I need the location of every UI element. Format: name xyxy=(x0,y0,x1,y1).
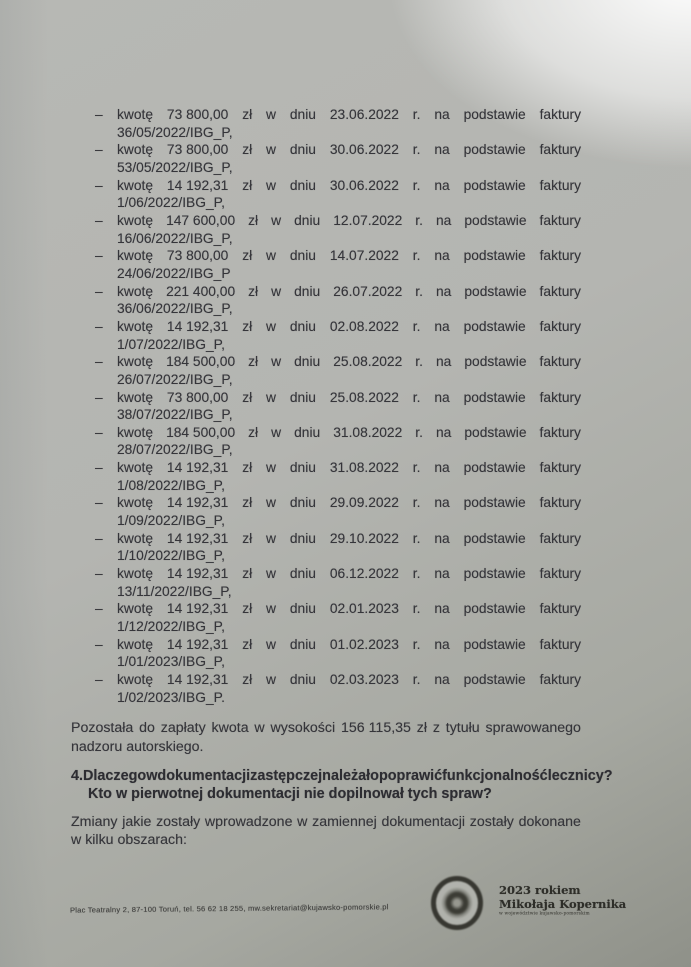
dash-bullet: – xyxy=(95,566,103,582)
payment-line-main: kwotę 14 192,31 zł w dniu 30.06.2022 r. na podst… xyxy=(117,177,581,193)
payment-line-main: kwotę 147 600,00 zł w dniu 12.07.2022 r. na pods… xyxy=(117,212,581,228)
payment-line-main: kwotę 14 192,31 zł w dniu 01.02.2023 r. na podst… xyxy=(117,636,581,652)
remaining-amount-line-2: nadzoru autorskiego. xyxy=(71,738,204,755)
copernicus-logo-text: 2023 rokiem Mikołaja Kopernika w wojewód… xyxy=(499,883,627,918)
dash-bullet: – xyxy=(95,354,103,370)
payment-invoice-number: 26/07/2022/IBG_P, xyxy=(117,371,233,387)
payment-line-main: kwotę 14 192,31 zł w dniu 02.08.2022 r. na podst… xyxy=(117,318,581,334)
changes-paragraph: Zmiany jakie zostały wprowadzone w zamiennej d… xyxy=(71,813,581,849)
payment-invoice-number: 1/10/2022/IBG_P, xyxy=(117,548,225,564)
question-4-line-2: Kto w pierwotnej dokumentacji nie dopiln… xyxy=(88,785,492,802)
dash-bullet: – xyxy=(95,177,103,193)
payment-item: – kwotę 14 192,31 zł w dniu 31.08.2022 r. na pods… xyxy=(95,459,581,494)
payment-item: – kwotę 14 192,31 zł w dniu 30.06.2022 r. na pods… xyxy=(95,177,581,212)
payment-item: – kwotę 14 192,31 zł w dniu 02.01.2023 r. na pods… xyxy=(95,600,581,635)
payment-line-main: kwotę 14 192,31 zł w dniu 02.03.2023 r. na podst… xyxy=(117,672,581,687)
payment-line-main: kwotę 184 500,00 zł w dniu 31.08.2022 r. na pods… xyxy=(117,424,581,440)
remaining-amount-paragraph: Pozostała do zapłaty kwota w wysokości 156 115… xyxy=(71,719,581,755)
payment-item: – kwotę 147 600,00 zł w dniu 12.07.2022 r. na pod… xyxy=(95,212,581,247)
payment-item: – kwotę 184 500,00 zł w dniu 25.08.2022 r. na pod… xyxy=(95,353,581,388)
dash-bullet: – xyxy=(95,672,103,687)
copernicus-logo: 2023 rokiem Mikołaja Kopernika w wojewód… xyxy=(431,876,661,956)
dash-bullet: – xyxy=(95,495,103,511)
payment-invoice-number: 1/09/2022/IBG_P, xyxy=(117,513,225,529)
footer-address: Plac Teatralny 2, 87-100 Toruń, tel. 56 … xyxy=(69,902,389,915)
dash-bullet: – xyxy=(95,107,103,122)
dash-bullet: – xyxy=(95,636,103,652)
payment-line-main: kwotę 184 500,00 zł w dniu 25.08.2022 r. na pods… xyxy=(117,354,581,370)
question-4: 4. Dlaczego w dokumentacji zastępczej należał… xyxy=(71,767,613,803)
dash-bullet: – xyxy=(95,248,103,264)
dash-bullet: – xyxy=(95,460,103,476)
payment-item: – kwotę 14 192,31 zł w dniu 01.02.2023 r. na pods… xyxy=(95,636,581,671)
payment-line-main: kwotę 73 800,00 zł w dniu 14.07.2022 r. na podst… xyxy=(117,248,581,264)
payment-item: – kwotę 14 192,31 zł w dniu 02.03.2023 r. na pods… xyxy=(95,671,581,706)
dash-bullet: – xyxy=(95,389,103,405)
payment-line-main: kwotę 14 192,31 zł w dniu 06.12.2022 r. na podst… xyxy=(117,566,581,582)
dash-bullet: – xyxy=(95,142,103,158)
copernicus-stamp-icon xyxy=(431,876,483,930)
payment-item: – kwotę 14 192,31 zł w dniu 06.12.2022 r. na pods… xyxy=(95,565,581,600)
payment-invoice-number: 24/06/2022/IBG_P xyxy=(117,265,231,281)
payment-line-main: kwotę 14 192,31 zł w dniu 02.01.2023 r. na podst… xyxy=(117,601,581,617)
payment-item: – kwotę 73 800,00 zł w dniu 30.06.2022 r. na pods… xyxy=(95,141,581,176)
payment-item: – kwotę 73 800,00 zł w dniu 23.06.2022 r. na pods… xyxy=(95,106,581,141)
payment-line-main: kwotę 14 192,31 zł w dniu 29.10.2022 r. na podst… xyxy=(117,530,581,546)
payment-item: – kwotę 14 192,31 zł w dniu 29.10.2022 r. na pods… xyxy=(95,530,581,565)
logo-line-1: 2023 rokiem xyxy=(499,883,581,897)
payment-invoice-number: 53/05/2022/IBG_P, xyxy=(117,159,233,175)
payment-item: – kwotę 221 400,00 zł w dniu 26.07.2022 r. na pod… xyxy=(95,283,581,318)
payment-item: – kwotę 184 500,00 zł w dniu 31.08.2022 r. na pod… xyxy=(95,424,581,459)
payment-item: – kwotę 14 192,31 zł w dniu 29.09.2022 r. na pods… xyxy=(95,494,581,529)
payment-invoice-number: 38/07/2022/IBG_P, xyxy=(117,407,233,423)
remaining-amount-line-1: Pozostała do zapłaty kwota w wysokości 156 115… xyxy=(71,720,581,737)
dash-bullet: – xyxy=(95,212,103,228)
payment-line-main: kwotę 221 400,00 zł w dniu 26.07.2022 r. na pods… xyxy=(117,283,581,299)
question-4-line-1: 4. Dlaczego w dokumentacji zastępczej należał… xyxy=(71,767,613,784)
changes-line-2: w kilku obszarach: xyxy=(71,832,187,849)
payment-item: – kwotę 73 800,00 zł w dniu 25.08.2022 r. na pods… xyxy=(95,389,581,424)
payment-invoice-number: 1/02/2023/IBG_P. xyxy=(117,689,225,705)
payment-line-main: kwotę 73 800,00 zł w dniu 23.06.2022 r. na podst… xyxy=(117,107,581,122)
payment-invoice-number: 1/08/2022/IBG_P, xyxy=(117,477,225,493)
dash-bullet: – xyxy=(95,601,103,617)
payment-line-main: kwotę 73 800,00 zł w dniu 30.06.2022 r. na podst… xyxy=(117,142,581,158)
changes-line-1: Zmiany jakie zostały wprowadzone w zamiennej d… xyxy=(71,814,581,831)
payment-line-main: kwotę 73 800,00 zł w dniu 25.08.2022 r. na podst… xyxy=(117,389,581,405)
payment-invoice-number: 1/01/2023/IBG_P, xyxy=(117,654,225,670)
payment-line-main: kwotę 14 192,31 zł w dniu 31.08.2022 r. na podst… xyxy=(117,460,581,476)
dash-bullet: – xyxy=(95,530,103,546)
dash-bullet: – xyxy=(95,318,103,334)
payment-invoice-number: 28/07/2022/IBG_P, xyxy=(117,442,233,458)
document-body: – kwotę 73 800,00 zł w dniu 23.06.2022 r. na pods… xyxy=(71,106,613,849)
payment-item: – kwotę 14 192,31 zł w dniu 02.08.2022 r. na pods… xyxy=(95,318,581,353)
payment-invoice-number: 16/06/2022/IBG_P, xyxy=(117,230,233,246)
logo-subtitle: w województwie kujawsko-pomorskim xyxy=(499,911,590,917)
payment-list: – kwotę 73 800,00 zł w dniu 23.06.2022 r. na pods… xyxy=(71,106,581,706)
dash-bullet: – xyxy=(95,283,103,299)
payment-invoice-number: 1/12/2022/IBG_P, xyxy=(117,619,225,635)
payment-invoice-number: 1/07/2022/IBG_P, xyxy=(117,336,225,352)
payment-item: – kwotę 73 800,00 zł w dniu 14.07.2022 r. na pods… xyxy=(95,247,581,282)
payment-invoice-number: 36/06/2022/IBG_P, xyxy=(117,301,233,317)
dash-bullet: – xyxy=(95,424,103,440)
logo-line-2: Mikołaja Kopernika xyxy=(499,896,627,911)
payment-invoice-number: 13/11/2022/IBG_P, xyxy=(117,583,232,599)
payment-invoice-number: 36/05/2022/IBG_P, xyxy=(117,124,233,140)
payment-invoice-number: 1/06/2022/IBG_P, xyxy=(117,195,225,211)
payment-line-main: kwotę 14 192,31 zł w dniu 29.09.2022 r. na podst… xyxy=(117,495,581,511)
